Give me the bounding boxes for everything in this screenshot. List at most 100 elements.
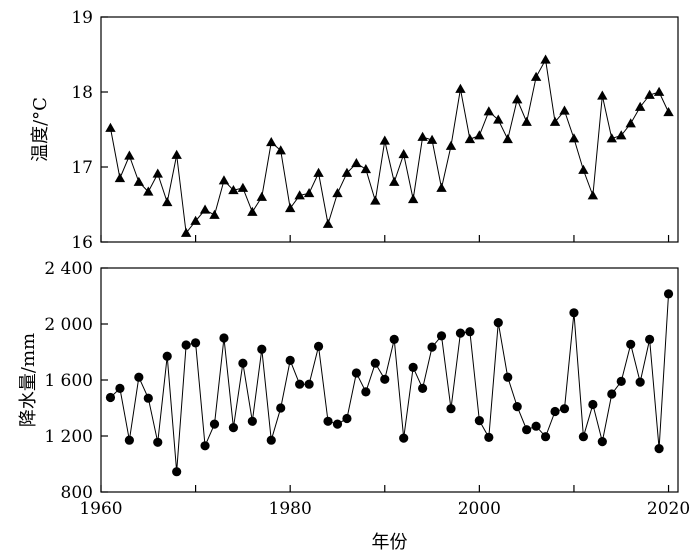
data-point	[464, 134, 476, 144]
y-axis-title: 温度/°C	[30, 97, 51, 162]
data-point	[569, 308, 579, 318]
data-point	[455, 328, 466, 338]
data-point	[351, 368, 361, 378]
data-point	[295, 379, 305, 389]
data-point	[511, 94, 523, 104]
data-point	[361, 387, 371, 397]
data-point	[342, 413, 352, 424]
data-point	[380, 374, 390, 384]
data-point	[644, 89, 655, 99]
plot-frame	[100, 16, 679, 243]
data-point	[407, 194, 419, 204]
data-point	[275, 145, 286, 155]
data-point	[389, 334, 399, 344]
data-point	[200, 441, 210, 451]
data-point	[162, 351, 172, 361]
data-point	[597, 437, 607, 447]
data-point	[238, 358, 248, 368]
data-point	[549, 116, 561, 126]
data-point	[484, 432, 494, 442]
data-point	[398, 149, 409, 159]
data-point	[313, 341, 324, 351]
data-point	[105, 392, 116, 403]
data-point	[322, 218, 334, 228]
data-point	[597, 90, 608, 100]
data-point	[370, 358, 380, 368]
data-point	[266, 435, 276, 445]
data-point	[294, 190, 305, 200]
data-point	[521, 116, 532, 126]
data-point	[654, 444, 664, 454]
data-point	[370, 195, 381, 205]
y-tick-label: 800	[61, 483, 93, 503]
data-point	[389, 176, 400, 186]
data-point	[426, 134, 438, 144]
data-point	[663, 107, 674, 117]
data-point	[124, 435, 134, 445]
data-point	[606, 133, 617, 143]
data-point	[436, 331, 447, 341]
data-point	[341, 167, 353, 177]
data-point	[285, 355, 295, 365]
data-point	[237, 182, 249, 192]
data-point	[588, 399, 598, 410]
data-point	[247, 416, 257, 426]
data-point	[607, 389, 617, 399]
data-point	[143, 393, 153, 403]
data-point	[172, 467, 182, 477]
data-point	[559, 404, 570, 414]
data-point	[634, 101, 646, 111]
data-point	[266, 137, 277, 147]
data-point	[550, 406, 560, 417]
data-point	[568, 133, 580, 143]
data-point	[559, 105, 570, 115]
y-tick-label: 17	[71, 158, 93, 178]
y-tick-label: 16	[71, 233, 93, 253]
data-point	[474, 130, 485, 140]
data-point	[133, 176, 145, 186]
data-point	[578, 164, 589, 174]
data-point	[134, 372, 144, 382]
data-point	[455, 83, 466, 93]
x-tick-label: 2000	[458, 499, 501, 519]
data-point	[626, 339, 636, 349]
data-point	[209, 419, 220, 429]
data-point	[465, 327, 475, 337]
data-point	[284, 203, 296, 213]
data-point	[493, 114, 504, 124]
data-point	[427, 342, 437, 352]
data-point	[502, 134, 513, 144]
data-point	[332, 188, 343, 198]
data-point	[616, 130, 627, 140]
data-point	[616, 376, 626, 386]
data-point	[399, 433, 409, 443]
data-point	[645, 334, 655, 344]
data-point	[276, 403, 286, 413]
data-point	[635, 377, 645, 387]
data-point	[625, 118, 636, 128]
data-point	[436, 182, 447, 192]
data-point	[181, 340, 191, 350]
data-point	[219, 333, 229, 343]
data-point	[162, 197, 173, 207]
data-point	[531, 421, 541, 431]
data-point	[653, 86, 665, 96]
data-point	[663, 289, 674, 299]
x-tick-label: 2020	[647, 499, 690, 519]
data-point	[105, 122, 116, 132]
data-point	[446, 404, 456, 414]
data-point	[418, 383, 428, 393]
data-point	[587, 190, 599, 200]
data-point	[153, 437, 163, 447]
data-point	[304, 379, 314, 389]
data-point	[408, 362, 418, 372]
data-point	[257, 344, 267, 354]
y-tick-label: 1 600	[44, 371, 93, 391]
data-point	[522, 425, 532, 435]
data-point	[578, 432, 589, 442]
y-tick-label: 19	[71, 8, 93, 28]
data-point	[190, 338, 201, 348]
data-point	[540, 432, 551, 442]
data-point	[474, 416, 484, 426]
data-point	[152, 168, 163, 178]
